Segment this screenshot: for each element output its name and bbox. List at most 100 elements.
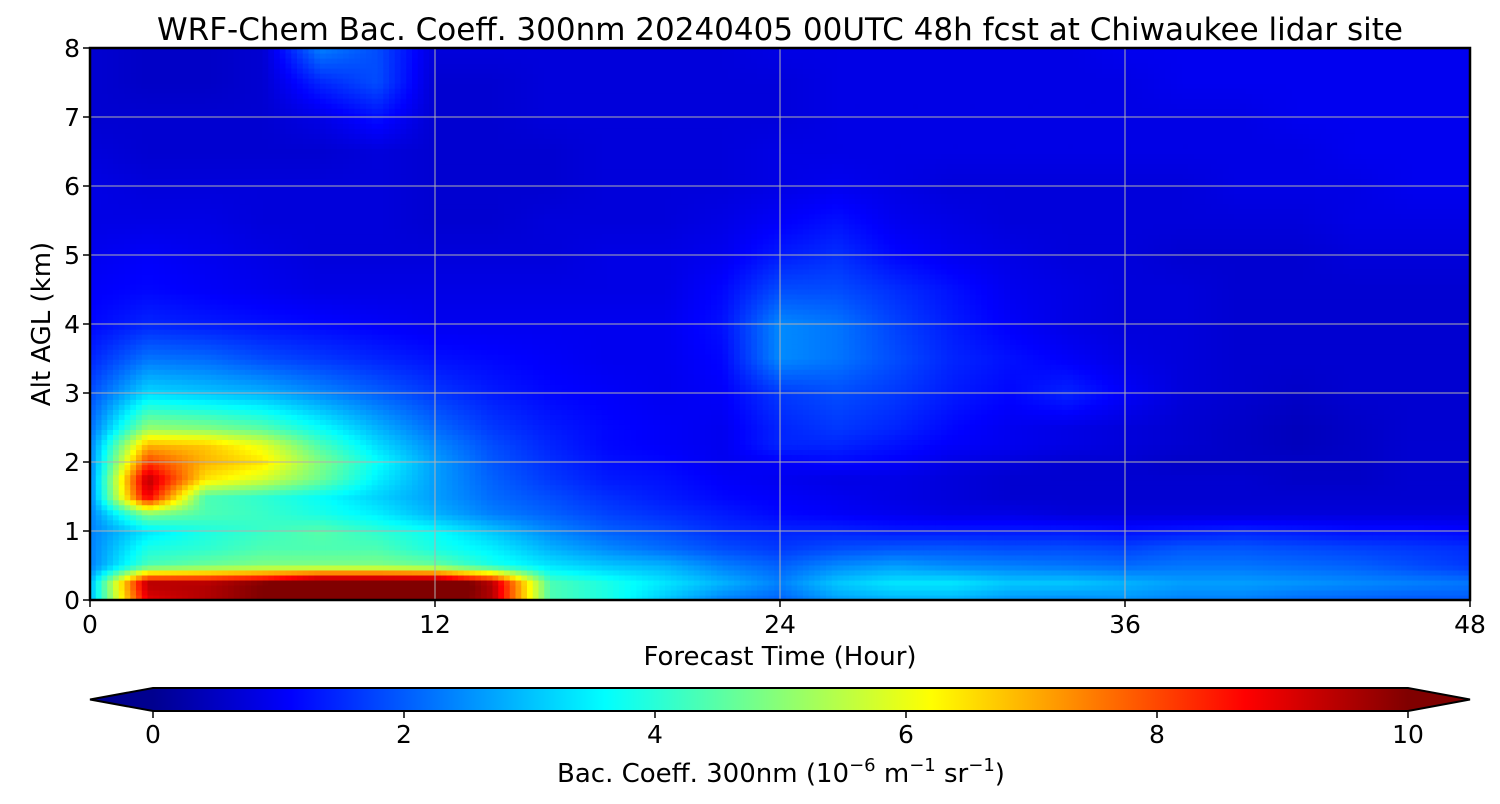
heatmap-cell <box>1297 594 1304 600</box>
heatmap-cell <box>1056 519 1063 526</box>
heatmap-cell <box>1027 569 1034 576</box>
heatmap-cell <box>596 544 603 551</box>
heatmap-cell <box>1211 569 1218 576</box>
heatmap-cell <box>1010 529 1017 536</box>
heatmap-cell <box>659 539 666 546</box>
heatmap-cell <box>297 509 304 516</box>
heatmap-cell <box>1406 504 1414 511</box>
heatmap-cell <box>1228 524 1235 531</box>
heatmap-cell <box>607 564 614 571</box>
heatmap-cell <box>964 499 971 506</box>
heatmap-cell <box>699 564 706 571</box>
heatmap-cell <box>486 579 494 586</box>
heatmap-cell <box>826 504 833 511</box>
heatmap-cell <box>205 519 212 526</box>
heatmap-cell <box>1130 584 1138 591</box>
heatmap-cell <box>1245 504 1253 511</box>
heatmap-cell <box>1102 494 1109 501</box>
heatmap-cell <box>918 519 925 526</box>
heatmap-cell <box>210 539 218 546</box>
heatmap-cell <box>1205 559 1212 566</box>
heatmap-cell <box>429 569 436 576</box>
heatmap-cell <box>417 559 425 566</box>
heatmap-cell <box>1199 569 1207 576</box>
heatmap-cell <box>969 494 977 501</box>
heatmap-cell <box>446 579 453 586</box>
heatmap-cell <box>164 574 172 581</box>
heatmap-cell <box>1056 589 1063 596</box>
heatmap-cell <box>1217 589 1224 596</box>
heatmap-cell <box>1102 594 1109 600</box>
heatmap-cell <box>578 589 586 596</box>
heatmap-cell <box>739 569 747 576</box>
heatmap-cell <box>544 574 551 581</box>
heatmap-cell <box>745 494 752 501</box>
heatmap-cell <box>435 499 442 506</box>
heatmap-cell <box>1291 534 1299 541</box>
heatmap-cell <box>136 494 143 501</box>
heatmap-cell <box>900 499 908 506</box>
heatmap-cell <box>1418 514 1425 521</box>
heatmap-cell <box>435 549 442 556</box>
heatmap-cell <box>325 559 333 566</box>
heatmap-cell <box>118 544 126 551</box>
heatmap-cell <box>705 529 712 536</box>
heatmap-cell <box>394 519 402 526</box>
heatmap-cell <box>532 504 540 511</box>
heatmap-cell <box>141 549 149 556</box>
heatmap-cell <box>199 584 206 591</box>
heatmap-cell <box>814 564 821 571</box>
heatmap-cell <box>843 554 850 561</box>
heatmap-cell <box>1441 549 1448 556</box>
heatmap-cell <box>722 514 729 521</box>
heatmap-cell <box>228 554 235 561</box>
heatmap-cell <box>797 544 804 551</box>
heatmap-cell <box>929 539 936 546</box>
heatmap-cell <box>308 499 315 506</box>
heatmap-cell <box>170 549 177 556</box>
heatmap-cell <box>1217 564 1224 571</box>
heatmap-cell <box>233 569 241 576</box>
heatmap-cell <box>193 564 200 571</box>
heatmap-cell <box>164 544 172 551</box>
heatmap-cell <box>1176 559 1184 566</box>
heatmap-cell <box>762 569 770 576</box>
heatmap-cell <box>371 519 379 526</box>
heatmap-cell <box>1401 499 1408 506</box>
heatmap-cell <box>159 504 166 511</box>
heatmap-cell <box>187 534 195 541</box>
heatmap-cell <box>124 554 131 561</box>
heatmap-cell <box>1447 589 1454 596</box>
heatmap-cell <box>1130 564 1138 571</box>
heatmap-cell <box>1079 519 1086 526</box>
heatmap-cell <box>1447 529 1454 536</box>
heatmap-cell <box>256 499 264 506</box>
heatmap-cell <box>929 559 936 566</box>
heatmap-cell <box>659 549 666 556</box>
heatmap-cell <box>849 564 856 571</box>
heatmap-cell <box>550 514 557 521</box>
heatmap-cell <box>946 569 954 576</box>
heatmap-cell <box>935 549 942 556</box>
heatmap-cell <box>1142 504 1149 511</box>
heatmap-cell <box>492 529 499 536</box>
heatmap-cell <box>1148 509 1155 516</box>
heatmap-cell <box>463 554 471 561</box>
heatmap-cell <box>590 529 597 536</box>
heatmap-cell <box>820 499 827 506</box>
heatmap-cell <box>308 494 315 501</box>
heatmap-cell <box>578 534 586 541</box>
heatmap-cell <box>791 539 798 546</box>
heatmap-cell <box>360 554 367 561</box>
heatmap-cell <box>504 594 511 600</box>
heatmap-cell <box>596 514 603 521</box>
heatmap-cell <box>113 594 120 600</box>
heatmap-cell <box>256 524 264 531</box>
heatmap-cell <box>400 574 407 581</box>
heatmap-cell <box>153 579 160 586</box>
heatmap-cell <box>1332 544 1339 551</box>
heatmap-cell <box>394 539 402 546</box>
heatmap-cell <box>101 514 108 521</box>
heatmap-cell <box>596 569 603 576</box>
heatmap-cell <box>774 549 781 556</box>
